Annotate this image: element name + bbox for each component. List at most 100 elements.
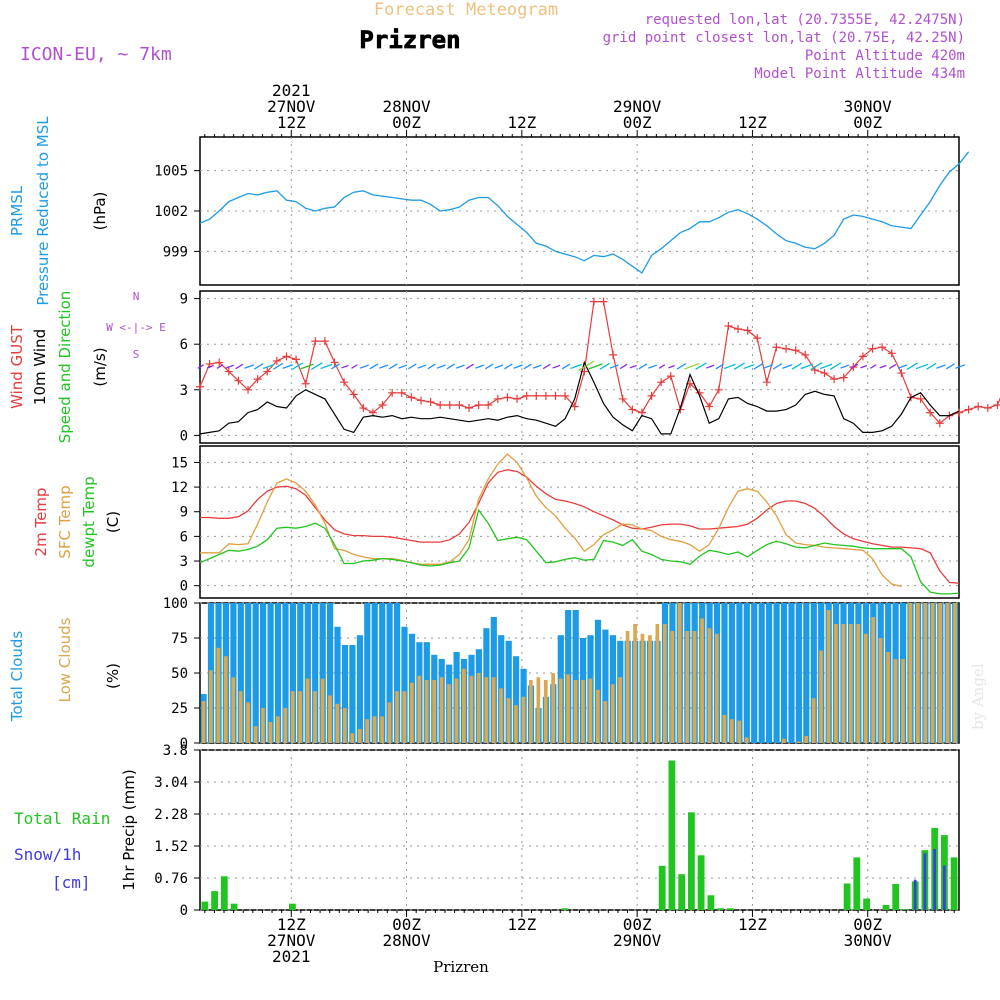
gust-marker <box>734 325 743 333</box>
gust-marker <box>743 326 752 335</box>
low-clouds-bar <box>819 650 823 743</box>
wind-arrow <box>706 364 715 369</box>
low-clouds-bar <box>521 696 526 743</box>
wind-arrow <box>291 362 304 371</box>
total-clouds-bar <box>282 603 289 743</box>
gust-marker <box>493 394 502 403</box>
gust-marker <box>791 346 800 355</box>
wind-arrow <box>897 364 908 369</box>
total-clouds-bar <box>349 645 356 743</box>
low-clouds-bar <box>871 617 875 743</box>
gust-marker <box>388 388 397 397</box>
total-clouds-bar <box>312 603 319 743</box>
wind-arrow <box>456 364 465 369</box>
low-clouds-bar <box>573 680 578 743</box>
bottom-time-label: 12Z <box>507 915 536 934</box>
total-clouds-bar <box>505 640 512 743</box>
clouds-unit-label: (%) <box>104 663 122 689</box>
wind-arrow <box>369 363 379 370</box>
pressure-ytick-label: 1002 <box>154 204 188 220</box>
rain-bar <box>863 898 870 910</box>
low-clouds-bar <box>380 716 384 743</box>
wind-arrow <box>723 363 736 370</box>
total-clouds-bar <box>513 656 520 743</box>
total-clouds-bar <box>810 603 817 743</box>
top-time-label: 12Z <box>277 113 306 132</box>
wind-arrow <box>906 362 918 370</box>
precip-ytick-label: 3.8 <box>163 743 188 759</box>
wind-arrow <box>819 363 833 370</box>
low-clouds-bar <box>610 684 615 743</box>
footer-location: Prizren <box>433 958 489 976</box>
temp-ytick-label: 15 <box>171 455 188 471</box>
low-clouds-bar <box>268 722 273 743</box>
bottom-time-label: 12Z <box>277 915 306 934</box>
wind-arrow <box>763 364 774 369</box>
gust-marker <box>878 343 887 352</box>
gust-marker <box>541 391 550 400</box>
rain-bar <box>902 909 909 910</box>
wind-arrow <box>310 362 323 371</box>
low-clouds-bar <box>796 741 801 743</box>
gust-marker <box>830 375 839 384</box>
wind-arrow <box>570 363 583 370</box>
wind-arrow <box>915 363 929 370</box>
gust-marker <box>772 343 781 352</box>
wind-arrow <box>475 364 485 369</box>
wind-arrow <box>946 363 955 370</box>
temp-ytick-label: 9 <box>180 505 188 521</box>
low-clouds-bar <box>715 633 719 743</box>
wind-arrow <box>955 364 966 369</box>
rain-bar <box>707 895 715 910</box>
low-clouds-bar <box>640 633 645 743</box>
low-clouds-bar <box>804 736 808 743</box>
low-clouds-bar <box>216 647 221 743</box>
low-clouds-bar <box>476 673 481 743</box>
compass-south: S <box>133 348 140 361</box>
wind-arrow <box>484 363 494 370</box>
bottom-time-label: 29NOV <box>613 931 662 950</box>
gust-marker <box>561 391 570 400</box>
total-clouds-bar <box>758 603 765 743</box>
wind-arrow <box>532 364 542 369</box>
top-time-label: 12Z <box>738 113 767 132</box>
wind-arrow <box>609 364 619 369</box>
rain-bar <box>717 908 724 910</box>
gust-marker <box>714 385 723 394</box>
gust-marker <box>397 388 406 397</box>
total-clouds-bar <box>401 626 408 743</box>
total-rain-label: Total Rain <box>14 809 110 828</box>
snow-bar <box>943 865 946 910</box>
low-clouds-bar <box>729 719 734 743</box>
low-clouds-bar <box>395 691 399 743</box>
wind-arrow <box>235 363 244 370</box>
low-clouds-bar <box>782 738 786 743</box>
clouds-ytick-label: 0 <box>180 736 188 752</box>
low-clouds-bar <box>901 659 905 743</box>
low-clouds-bar <box>298 691 302 743</box>
precip-ytick-label: 3.04 <box>154 775 188 791</box>
precip-ytick-label: 1.52 <box>154 839 188 855</box>
total-clouds-bar <box>766 603 773 743</box>
pressure-msl-axis-label: Pressure Reduced to MSL <box>34 116 52 306</box>
gust-marker <box>416 396 425 405</box>
gust-marker <box>513 394 522 403</box>
wind-arrow <box>253 363 264 370</box>
low-clouds-bar <box>313 691 317 743</box>
gust-marker <box>628 405 637 414</box>
gust-marker <box>993 401 1000 409</box>
low-clouds-bar <box>722 715 727 743</box>
dewpt-axis-label: dewpt Temp <box>80 476 98 567</box>
temp-unit-label: (C) <box>104 511 122 533</box>
gust-marker <box>599 297 608 306</box>
rain-bar <box>853 857 861 910</box>
gust-marker <box>349 390 358 399</box>
low-clouds-bar <box>945 603 950 743</box>
wind-arrow <box>743 363 755 370</box>
top-time-label: 00Z <box>623 113 652 132</box>
snow-bar <box>913 879 917 910</box>
chart-title: Forecast Meteogram <box>374 0 558 20</box>
low-clouds-bar <box>499 688 503 743</box>
low-clouds-bar <box>283 708 288 743</box>
low-clouds-bar <box>588 678 593 743</box>
